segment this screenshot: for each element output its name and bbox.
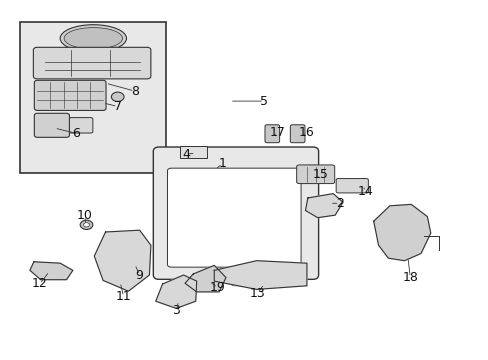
Text: 19: 19 xyxy=(209,281,225,294)
FancyBboxPatch shape xyxy=(167,168,301,267)
Polygon shape xyxy=(305,194,342,218)
Bar xyxy=(20,22,166,173)
Text: 18: 18 xyxy=(402,271,417,284)
FancyBboxPatch shape xyxy=(290,125,305,143)
FancyBboxPatch shape xyxy=(296,165,334,184)
FancyBboxPatch shape xyxy=(231,267,282,286)
Ellipse shape xyxy=(83,223,89,227)
Polygon shape xyxy=(156,275,196,309)
Text: 11: 11 xyxy=(116,290,131,303)
FancyBboxPatch shape xyxy=(153,147,318,279)
Text: 12: 12 xyxy=(32,278,47,291)
FancyBboxPatch shape xyxy=(34,80,106,111)
Text: 5: 5 xyxy=(260,95,267,108)
Text: 8: 8 xyxy=(130,85,139,98)
Text: 16: 16 xyxy=(299,126,314,139)
Text: 2: 2 xyxy=(335,197,343,210)
Text: 15: 15 xyxy=(312,168,328,181)
FancyBboxPatch shape xyxy=(34,113,69,137)
FancyBboxPatch shape xyxy=(264,125,279,143)
FancyBboxPatch shape xyxy=(33,47,151,79)
Polygon shape xyxy=(184,265,225,292)
FancyBboxPatch shape xyxy=(335,179,367,193)
Polygon shape xyxy=(214,261,306,289)
Text: 1: 1 xyxy=(218,157,226,170)
Text: 7: 7 xyxy=(114,100,122,113)
Bar xyxy=(180,145,206,158)
Text: 13: 13 xyxy=(249,287,265,300)
Text: 6: 6 xyxy=(72,127,80,140)
Ellipse shape xyxy=(111,92,124,102)
Ellipse shape xyxy=(107,244,136,275)
Ellipse shape xyxy=(60,25,126,52)
Ellipse shape xyxy=(392,220,419,244)
Polygon shape xyxy=(373,204,430,261)
Text: 14: 14 xyxy=(357,185,372,198)
Text: 17: 17 xyxy=(269,126,285,139)
Text: 10: 10 xyxy=(77,210,92,222)
Ellipse shape xyxy=(64,28,122,49)
Polygon shape xyxy=(30,262,73,280)
Text: 3: 3 xyxy=(172,305,180,318)
Text: 9: 9 xyxy=(136,269,143,282)
Ellipse shape xyxy=(80,220,93,229)
Polygon shape xyxy=(94,230,151,291)
FancyBboxPatch shape xyxy=(69,118,93,133)
Text: 4: 4 xyxy=(182,148,189,161)
